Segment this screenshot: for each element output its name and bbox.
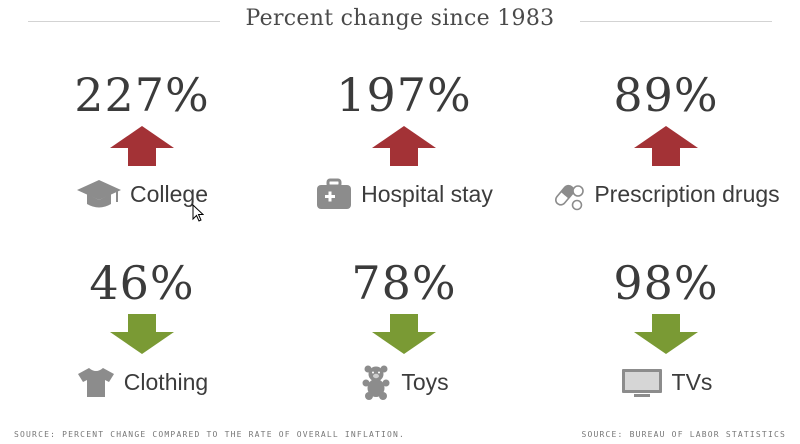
pills-icon xyxy=(555,184,585,211)
graduation-cap-icon xyxy=(77,180,121,208)
item-value: 89% xyxy=(613,68,719,122)
down-arrow-icon xyxy=(110,314,174,354)
mouse-cursor-icon xyxy=(192,204,204,222)
item-label: Hospital stay xyxy=(361,180,493,207)
item-label-row: Clothing xyxy=(12,364,272,400)
up-arrow-icon xyxy=(634,126,698,166)
title-row: Percent change since 1983 xyxy=(0,6,800,36)
t-shirt-icon xyxy=(77,368,114,397)
chart-title: Percent change since 1983 xyxy=(245,6,555,31)
item-label: Toys xyxy=(401,368,449,395)
up-arrow-icon xyxy=(110,126,174,166)
down-arrow-icon xyxy=(634,314,698,354)
title-divider-right xyxy=(580,21,772,22)
item-label: College xyxy=(130,180,208,207)
item-label: Prescription drugs xyxy=(594,180,780,207)
medical-kit-icon xyxy=(317,178,352,209)
footnote-source-left: SOURCE: PERCENT CHANGE COMPARED TO THE R… xyxy=(14,430,406,439)
item-value: 46% xyxy=(89,256,195,310)
up-arrow-icon xyxy=(372,126,436,166)
item-label-row: College xyxy=(12,176,272,212)
item-value: 197% xyxy=(336,68,472,122)
item-value: 227% xyxy=(74,68,210,122)
item-label-row: Prescription drugs xyxy=(536,176,796,212)
item-value: 98% xyxy=(613,256,719,310)
item-label: Clothing xyxy=(123,368,209,395)
item-label-row: TVs xyxy=(536,364,796,400)
tv-icon xyxy=(621,369,662,397)
item-label-row: Toys xyxy=(274,364,534,400)
teddy-bear-icon xyxy=(362,365,390,400)
item-value: 78% xyxy=(351,256,457,310)
footnote-source-right: SOURCE: BUREAU OF LABOR STATISTICS xyxy=(581,430,786,439)
item-label-row: Hospital stay xyxy=(274,176,534,212)
down-arrow-icon xyxy=(372,314,436,354)
item-label: TVs xyxy=(671,368,713,395)
title-divider-left xyxy=(28,21,220,22)
